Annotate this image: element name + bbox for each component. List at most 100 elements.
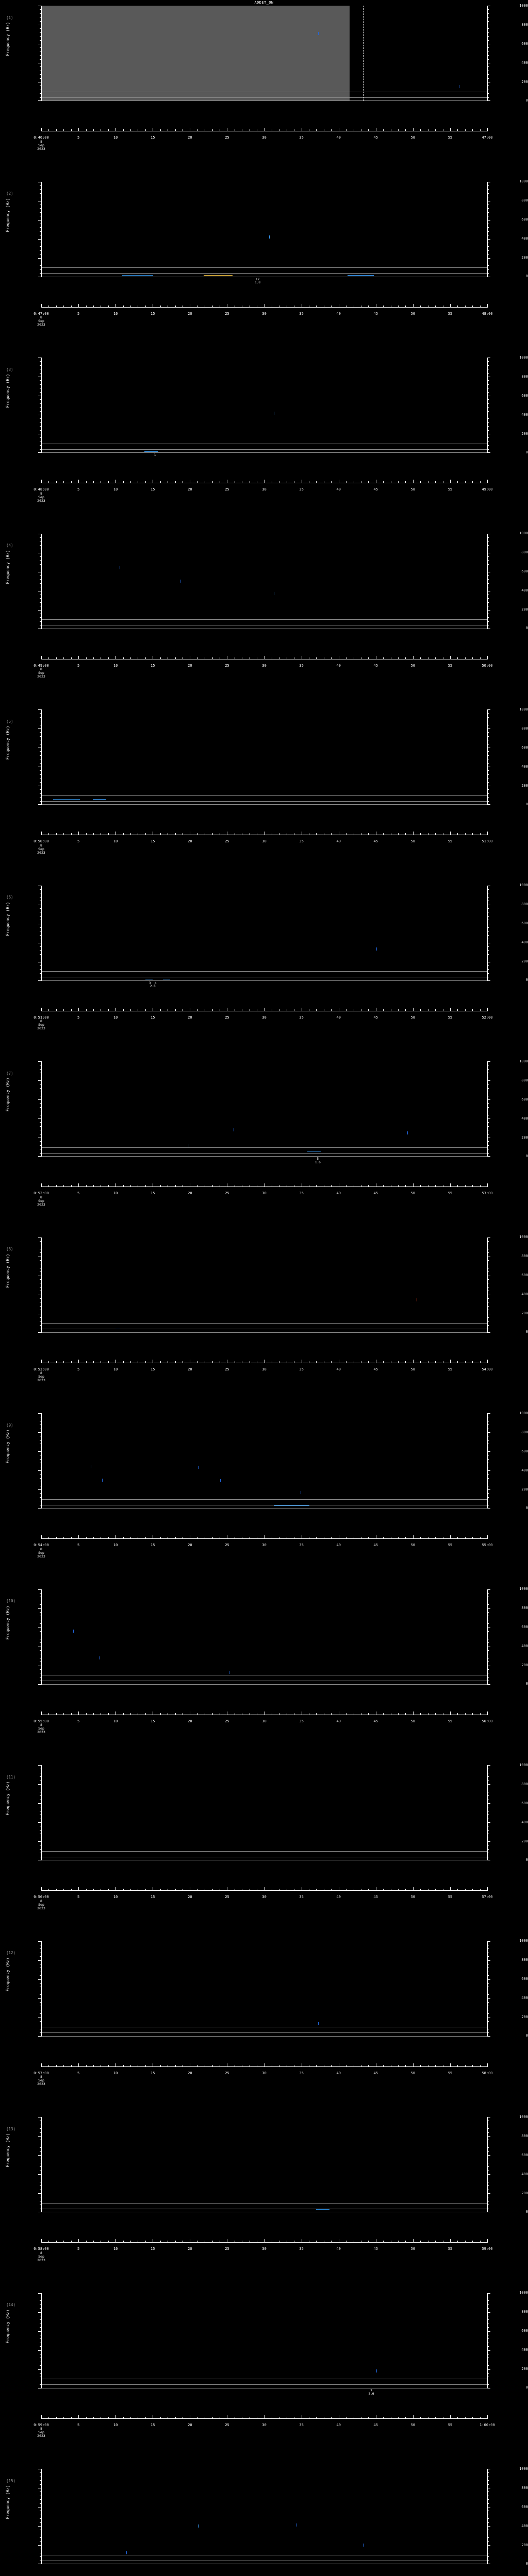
plot-frame[interactable] [41,358,487,453]
x-axis-tick-label: 30 [262,1367,267,1371]
x-axis-minor-tick [316,1185,317,1187]
y-axis-tick-label: 800 [521,1254,528,1258]
right-axis-minor-tick [487,1592,489,1594]
plot-frame[interactable] [41,6,487,101]
x-axis-minor-tick [472,1361,473,1363]
plot-frame[interactable] [41,533,487,629]
x-axis-minor-tick [368,833,369,835]
detection-mark [93,799,107,800]
y-axis-title: Frequency (Hz) [5,550,10,584]
reference-band [42,100,487,101]
y-axis-tick-label: 800 [521,1782,528,1786]
plot-frame[interactable] [41,709,487,805]
right-axis-line [487,1237,488,1333]
y-axis-tick-label: 0 [525,2209,528,2214]
plot-frame[interactable] [41,1237,487,1333]
x-axis-minor-tick [63,833,64,835]
right-axis-minor-tick [487,1493,489,1494]
plot-frame[interactable] [41,181,487,277]
right-axis-tick [487,1118,490,1119]
right-axis-minor-tick [487,2013,489,2014]
y-axis-tick-label: 1000 [519,1587,528,1591]
x-axis-minor-tick [86,657,87,659]
x-axis-minor-tick [71,481,72,483]
y-axis-minor-tick [40,2541,41,2542]
x-axis-minor-tick [457,1185,458,1187]
right-axis-minor-tick [487,801,489,802]
x-axis-minor-tick [398,2064,399,2066]
reference-band [42,980,487,981]
x-axis-minor-tick [480,305,481,307]
y-axis-tick-label: 1000 [519,1939,528,1943]
x-axis-tick-label: 15 [151,487,155,492]
x-axis-tick-label: 50 [410,1543,416,1547]
plot-frame[interactable] [41,1413,487,1509]
y-axis-tick [38,1099,41,1100]
x-axis-line [41,2418,488,2419]
detection-annotation: 7 3.6 [368,2388,374,2396]
y-axis-minor-tick [40,965,41,966]
x-axis-minor-tick [368,1185,369,1187]
plot-frame[interactable] [41,1061,487,1157]
x-axis-tick [450,2415,451,2418]
x-axis-minor-tick [383,657,384,659]
y-axis-tick-label: 400 [521,1996,528,2000]
right-axis-minor-tick [487,2021,489,2022]
x-axis-minor-tick [160,657,161,659]
y-axis-minor-tick [40,422,41,423]
right-axis-minor-tick [487,384,489,385]
x-axis-tick-label: 52:00 [482,1015,493,1020]
y-axis-minor-tick [40,1975,41,1976]
right-axis-minor-tick [487,407,489,408]
y-axis-minor-tick [40,598,41,599]
y-axis-tick-label: 0 [525,274,528,278]
plot-frame[interactable] [41,2293,487,2388]
plot-frame[interactable] [41,885,487,981]
y-axis-title: Frequency (Hz) [5,725,10,760]
detection-mark [269,235,270,239]
right-axis-minor-tick [487,1241,489,1242]
x-axis-tick-label: 55 [448,135,453,140]
right-axis-minor-tick [487,1474,489,1475]
y-axis-minor-tick [40,969,41,970]
x-axis-minor-tick [86,2064,87,2066]
detection-mark [203,275,233,276]
right-axis-tick [487,1589,490,1590]
plot-frame[interactable] [41,1589,487,1685]
x-axis-tick [412,480,414,483]
plot-frame[interactable] [41,2117,487,2212]
x-axis-minor-tick [93,481,94,483]
x-axis-minor-tick [457,833,458,835]
y-axis-minor-tick [40,411,41,412]
x-axis-minor-tick [197,2416,198,2418]
x-axis-tick-label: 35 [299,1367,304,1371]
x-axis-tick [41,1359,42,1363]
x-axis-tick-label: 45 [373,311,378,316]
x-axis-tick [450,1183,451,1187]
y-axis-minor-tick [40,560,41,561]
x-axis-minor-tick [316,2064,317,2066]
x-axis-minor-tick [130,2416,131,2418]
plot-frame[interactable] [41,1941,487,2037]
x-axis-tick [41,128,42,131]
y-axis-minor-tick [40,392,41,393]
y-axis-minor-tick [40,2151,41,2152]
x-axis-tick [450,1887,451,1890]
right-axis-minor-tick [487,1623,489,1624]
x-axis-minor-tick [197,1537,198,1538]
right-axis-minor-tick [487,1260,489,1261]
y-axis-minor-tick [40,426,41,427]
plot-frame[interactable] [41,1765,487,1860]
x-axis-minor-tick [331,657,332,659]
y-axis-tick [38,219,41,221]
y-axis-tick [38,609,41,611]
plot-frame[interactable] [41,2469,487,2564]
y-axis-minor-tick [40,1103,41,1104]
x-axis-minor-tick [86,1009,87,1011]
x-axis-tick [412,1183,414,1187]
detection-mark [376,947,377,951]
x-axis-minor-tick [63,2416,64,2418]
right-axis-minor-tick [487,2472,489,2473]
x-axis-minor-tick [405,1889,406,1890]
y-axis-tick [38,100,41,101]
